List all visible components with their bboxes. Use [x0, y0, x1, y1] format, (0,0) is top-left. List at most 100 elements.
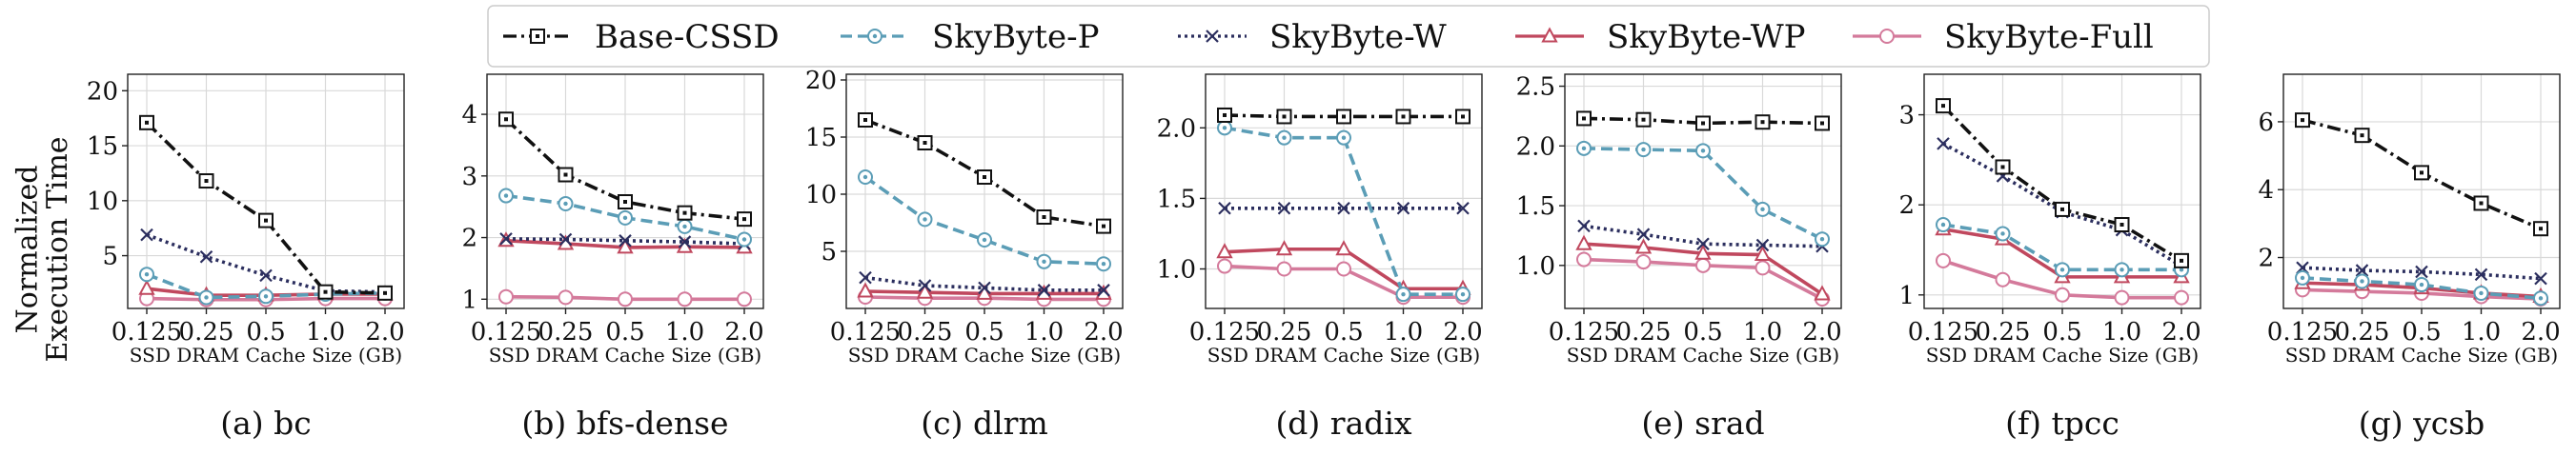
- y-axis-label: NormalizedExecution Time: [11, 136, 75, 362]
- data-point: [1576, 251, 1592, 268]
- y-tick-label: 3: [1898, 102, 1915, 130]
- data-point: [1036, 253, 1052, 269]
- data-point: [198, 173, 214, 189]
- data-point: [1634, 238, 1653, 254]
- series: [1936, 217, 2189, 278]
- legend-label: SkyByte-P: [932, 18, 1099, 56]
- data-point: [978, 281, 991, 295]
- data-point: [1575, 234, 1592, 250]
- x-tick-label: 0.5: [2042, 318, 2081, 347]
- x-axis-label: SSD DRAM Cache Size (GB): [489, 344, 761, 367]
- data-point: [1814, 285, 1831, 301]
- legend-item: SkyByte-W: [1178, 18, 1447, 56]
- y-tick-label: 15: [805, 124, 837, 152]
- data-point: [2174, 289, 2189, 306]
- x-tick-label: 1.0: [1024, 318, 1064, 347]
- x-tick-label: 0.5: [964, 318, 1004, 347]
- data-point: [1695, 257, 1711, 273]
- x-tick-label: 0.125: [1189, 318, 1260, 347]
- series: [139, 114, 393, 301]
- x-tick-label: 0.125: [830, 318, 901, 347]
- series: [858, 169, 1111, 272]
- legend-marker: [867, 29, 882, 44]
- x-tick-label: 0.25: [2335, 318, 2390, 347]
- data-point: [1097, 284, 1110, 297]
- data-point: [1217, 120, 1232, 136]
- subplot-title: (d) radix: [1275, 405, 1411, 442]
- data-point: [1937, 137, 1950, 150]
- y-tick-label: 2: [461, 225, 477, 253]
- data-point: [618, 291, 633, 307]
- data-point: [1695, 143, 1711, 159]
- x-tick-label: 2.0: [724, 318, 763, 347]
- series-line: [864, 275, 1104, 292]
- y-axis-title: NormalizedExecution Time: [11, 136, 75, 362]
- data-point: [139, 114, 154, 130]
- series-line: [2302, 276, 2542, 301]
- x-axis-label: SSD DRAM Cache Size (GB): [1926, 344, 2199, 367]
- data-point: [1576, 140, 1592, 156]
- data-point: [1995, 159, 2011, 175]
- y-tick-label: 1.5: [1157, 185, 1196, 213]
- legend-label: SkyByte-WP: [1607, 18, 1806, 56]
- data-point: [1276, 129, 1292, 146]
- data-point: [258, 212, 274, 228]
- series-line: [1224, 126, 1463, 296]
- data-point: [2533, 290, 2548, 307]
- x-tick-label: 2.0: [2161, 318, 2201, 347]
- data-point: [677, 218, 693, 234]
- grid: [128, 74, 404, 308]
- data-point: [1336, 109, 1351, 125]
- data-point: [259, 268, 273, 283]
- data-point: [1455, 109, 1471, 125]
- subplot-title: (g) ycsb: [2359, 405, 2485, 442]
- data-point: [977, 169, 992, 185]
- data-point: [2534, 271, 2547, 286]
- data-point: [1936, 98, 1951, 114]
- x-tick-label: 0.5: [1683, 318, 1722, 347]
- data-point: [737, 211, 752, 228]
- data-point: [2474, 268, 2488, 282]
- subplot-title: (e) srad: [1641, 405, 1764, 442]
- data-point: [1755, 114, 1771, 130]
- data-point: [2295, 269, 2310, 286]
- y-tick-label: 2.0: [1516, 132, 1555, 161]
- data-point: [558, 232, 573, 247]
- y-tick-label: 4: [2258, 176, 2274, 205]
- x-axis-label: SSD DRAM Cache Size (GB): [848, 344, 1121, 367]
- data-point: [1755, 260, 1771, 276]
- grid: [487, 74, 763, 308]
- data-point: [1694, 244, 1712, 260]
- x-tick-label: 0.25: [538, 318, 594, 347]
- data-point: [2114, 262, 2130, 278]
- data-point: [498, 111, 514, 128]
- series: [1577, 219, 1829, 253]
- x-axis-label: SSD DRAM Cache Size (GB): [1567, 344, 1839, 367]
- data-point: [857, 282, 874, 298]
- data-point: [678, 235, 692, 248]
- data-point: [2473, 195, 2489, 211]
- y-tick-label: 2.0: [1157, 114, 1196, 143]
- data-point: [258, 288, 274, 305]
- series: [859, 270, 1110, 297]
- x-tick-label: 0.5: [605, 318, 644, 347]
- data-point: [2295, 112, 2310, 129]
- data-point: [2055, 287, 2070, 303]
- data-point: [1096, 256, 1111, 272]
- x-tick-label: 0.125: [1549, 318, 1619, 347]
- data-point: [737, 291, 752, 307]
- data-point: [1216, 243, 1233, 259]
- legend-label: SkyByte-Full: [1944, 18, 2154, 56]
- x-axis-label: SSD DRAM Cache Size (GB): [1207, 344, 1480, 367]
- series: [1576, 140, 1830, 248]
- series: [1217, 107, 1471, 125]
- data-point: [1635, 111, 1652, 128]
- y-axis-title-line: Normalized: [11, 166, 45, 334]
- data-point: [677, 291, 693, 307]
- data-point: [2414, 165, 2429, 181]
- x-tick-label: 0.25: [1616, 318, 1672, 347]
- series: [1218, 202, 1470, 215]
- legend-marker: [530, 29, 545, 44]
